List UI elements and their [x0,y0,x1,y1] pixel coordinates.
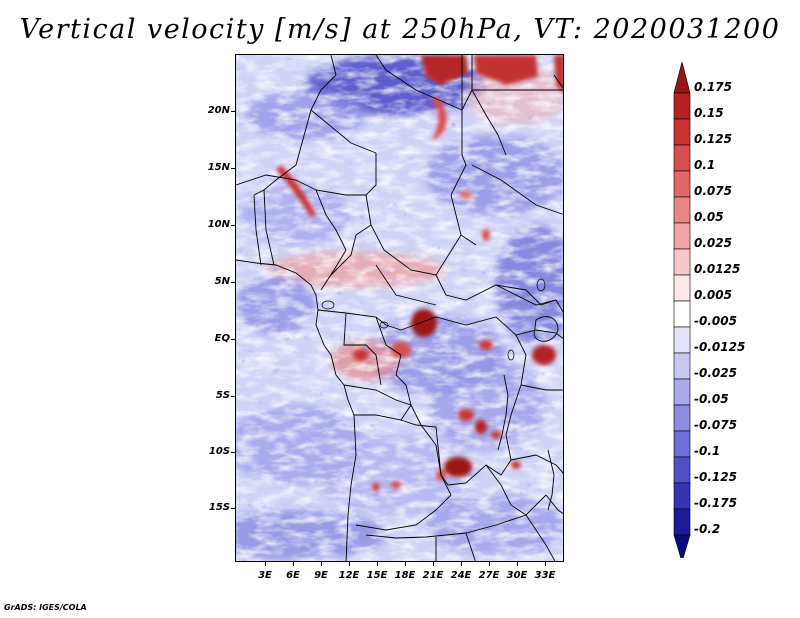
colorbar-label: 0.005 [694,288,732,302]
colorbar-box [673,248,691,276]
colorbar-label: 0.075 [694,184,732,198]
colorbar-box [673,404,691,432]
lon-label-30E: 30E [506,570,528,581]
colorbar-bottom-triangle [673,534,691,558]
lon-tick [321,562,322,566]
colorbar-box [673,456,691,484]
colorbar-label: -0.075 [694,418,737,432]
grads-credit: GrADS: IGES/COLA [4,603,87,612]
lat-label-5N: 5N [214,276,230,287]
field-speckle [236,55,563,561]
colorbar-label: -0.2 [694,522,721,536]
colorbar-box [673,222,691,250]
lon-label-21E: 21E [422,570,444,581]
colorbar-box [673,196,691,224]
updraft-features [276,55,563,491]
lon-label-3E: 3E [258,570,272,581]
colorbar-box [673,274,691,302]
lat-tick [231,282,235,283]
colorbar-label: 0.05 [694,210,724,224]
lakes [321,278,546,361]
lon-label-33E: 33E [534,570,556,581]
lon-tick [461,562,462,566]
colorbar-label: -0.1 [694,444,721,458]
lat-tick [231,339,235,340]
colorbar-label: 0.15 [694,106,724,120]
lat-tick [231,111,235,112]
lon-tick [265,562,266,566]
lon-tick [517,562,518,566]
colorbar-box [673,482,691,510]
lat-label-10S: 10S [208,446,230,457]
chart-title: Vertical velocity [m/s] at 250hPa, VT: 2… [19,14,781,45]
lat-tick [231,508,235,509]
lat-label-20N: 20N [207,105,230,116]
velocity-field [236,55,563,561]
colorbar-label: -0.005 [694,314,737,328]
lon-label-15E: 15E [366,570,388,581]
lon-tick [489,562,490,566]
country-boundaries [236,55,563,561]
lat-tick [231,452,235,453]
colorbar-box [673,300,691,328]
lat-label-15N: 15N [207,162,230,173]
lon-tick [349,562,350,566]
lon-tick [405,562,406,566]
lat-label-10N: 10N [207,219,230,230]
colorbar-label: -0.175 [694,496,737,510]
colorbar-label: 0.1 [694,158,716,172]
lon-tick [377,562,378,566]
colorbar-segments [673,61,691,558]
lat-tick [231,168,235,169]
colorbar-label: -0.0125 [694,340,746,354]
colorbar-box [673,118,691,146]
colorbar-box [673,378,691,406]
lon-tick [545,562,546,566]
colorbar-box [673,352,691,380]
lon-label-27E: 27E [478,570,500,581]
colorbar-box [673,144,691,172]
colorbar-label: 0.0125 [694,262,741,276]
lon-label-6E: 6E [286,570,300,581]
colorbar-label: 0.125 [694,132,732,146]
colorbar-box [673,430,691,458]
colorbar-label: 0.175 [694,80,732,94]
lon-label-24E: 24E [450,570,472,581]
colorbar-label: -0.05 [694,392,729,406]
lon-tick [433,562,434,566]
colorbar-label: -0.025 [694,366,737,380]
colorbar-label: 0.025 [694,236,732,250]
lat-label-EQ: EQ [214,333,230,344]
lon-tick [293,562,294,566]
lat-tick [231,225,235,226]
lat-label-15S: 15S [208,502,230,513]
lat-tick [231,396,235,397]
colorbar-box [673,326,691,354]
lon-label-9E: 9E [314,570,328,581]
lat-label-5S: 5S [215,390,230,401]
colorbar-top-triangle [673,61,691,94]
colorbar-label: -0.125 [694,470,737,484]
colorbar-box [673,170,691,198]
colorbar [673,61,691,558]
colorbar-box [673,92,691,120]
lon-label-12E: 12E [338,570,360,581]
colorbar-box [673,508,691,536]
lon-label-18E: 18E [394,570,416,581]
map-panel [235,54,564,562]
